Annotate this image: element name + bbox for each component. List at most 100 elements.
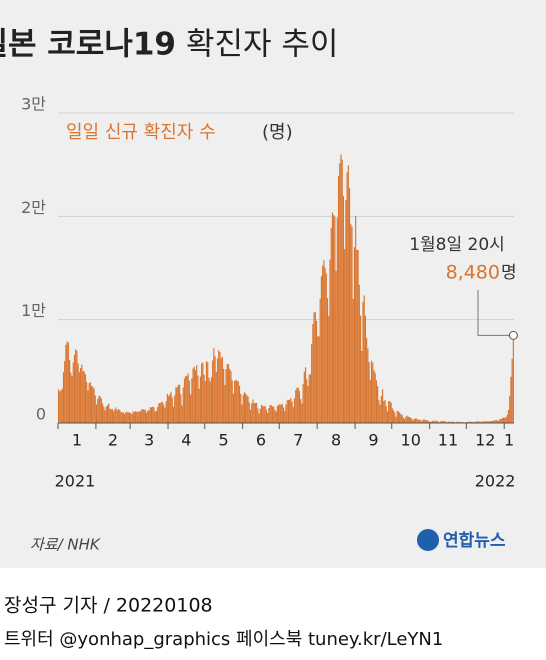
bar bbox=[221, 356, 223, 423]
bar bbox=[276, 406, 278, 423]
bar bbox=[124, 414, 126, 423]
bar bbox=[186, 376, 188, 423]
bar bbox=[494, 420, 496, 423]
bar bbox=[395, 416, 397, 423]
bar bbox=[389, 401, 391, 423]
bar bbox=[493, 420, 495, 423]
bar bbox=[353, 247, 356, 423]
bar bbox=[416, 418, 418, 423]
bar bbox=[234, 380, 236, 423]
bar bbox=[512, 335, 514, 423]
bar bbox=[282, 407, 285, 423]
bar bbox=[295, 389, 297, 423]
source: 자료/ NHK bbox=[30, 536, 101, 554]
bar bbox=[468, 421, 470, 423]
bar bbox=[471, 421, 473, 423]
bar bbox=[450, 421, 452, 423]
x-tick-label: 9 bbox=[368, 431, 378, 450]
bar bbox=[62, 372, 65, 423]
bar bbox=[370, 360, 373, 423]
y-tick-label: 1만 bbox=[21, 301, 46, 320]
bar bbox=[479, 421, 481, 423]
bar bbox=[346, 172, 348, 423]
bar bbox=[472, 421, 474, 423]
bar bbox=[160, 402, 162, 423]
bar bbox=[487, 421, 489, 423]
bar bbox=[94, 395, 96, 423]
bar bbox=[325, 273, 327, 423]
bar bbox=[388, 400, 390, 423]
bar bbox=[506, 414, 508, 423]
bar bbox=[298, 390, 300, 423]
bar bbox=[510, 376, 512, 423]
bar bbox=[320, 276, 323, 423]
bar bbox=[204, 381, 206, 423]
bar bbox=[231, 380, 233, 423]
bar bbox=[76, 350, 78, 423]
bar bbox=[482, 421, 484, 423]
bar bbox=[330, 227, 332, 423]
bar bbox=[477, 421, 479, 423]
bar bbox=[203, 374, 205, 423]
bar bbox=[447, 421, 450, 423]
bar bbox=[413, 418, 415, 423]
bar bbox=[97, 398, 99, 423]
bar bbox=[500, 418, 502, 423]
credit: 장성구 기자 / 20220108 bbox=[4, 595, 213, 617]
bar bbox=[270, 405, 272, 423]
bar bbox=[196, 365, 198, 423]
bar bbox=[265, 409, 267, 423]
bar bbox=[498, 420, 500, 423]
bar bbox=[132, 411, 134, 423]
bar bbox=[259, 408, 261, 423]
bar bbox=[114, 409, 116, 423]
x-tick-label: 5 bbox=[219, 431, 229, 450]
bar bbox=[190, 394, 192, 423]
bar bbox=[308, 374, 310, 423]
bar bbox=[399, 412, 401, 423]
bar bbox=[209, 381, 211, 423]
bar bbox=[381, 389, 384, 423]
bar bbox=[391, 408, 393, 423]
bar bbox=[235, 379, 237, 423]
bar bbox=[181, 405, 183, 423]
bar bbox=[411, 418, 413, 423]
bar bbox=[148, 410, 150, 423]
bar bbox=[396, 410, 398, 423]
bar bbox=[289, 399, 291, 423]
bar bbox=[444, 421, 446, 423]
bar bbox=[176, 387, 178, 423]
bar bbox=[194, 370, 197, 423]
bar bbox=[435, 420, 437, 423]
bar bbox=[351, 226, 353, 423]
x-tick-label: 6 bbox=[256, 431, 266, 450]
bar bbox=[449, 421, 451, 423]
bar bbox=[193, 366, 195, 423]
series-unit: (명) bbox=[262, 122, 293, 143]
annotation-value: 8,480 bbox=[446, 262, 500, 284]
bar bbox=[59, 391, 61, 423]
bar bbox=[303, 371, 305, 423]
bar bbox=[307, 386, 309, 423]
bar bbox=[260, 404, 263, 423]
bar bbox=[238, 385, 241, 423]
bar bbox=[385, 406, 387, 423]
bar bbox=[179, 384, 181, 423]
bar bbox=[117, 409, 120, 423]
bar bbox=[183, 378, 186, 423]
bar bbox=[350, 223, 352, 423]
bar bbox=[269, 405, 271, 423]
bar bbox=[417, 419, 419, 423]
bar bbox=[102, 403, 104, 423]
bar bbox=[170, 391, 172, 423]
bar bbox=[439, 421, 441, 423]
bar bbox=[215, 372, 217, 423]
bar bbox=[280, 404, 282, 423]
bar bbox=[460, 421, 462, 423]
bar bbox=[372, 362, 374, 423]
bar bbox=[281, 403, 283, 423]
bar bbox=[205, 361, 208, 423]
bar bbox=[292, 406, 294, 423]
bar bbox=[412, 420, 414, 423]
bar bbox=[121, 412, 123, 423]
